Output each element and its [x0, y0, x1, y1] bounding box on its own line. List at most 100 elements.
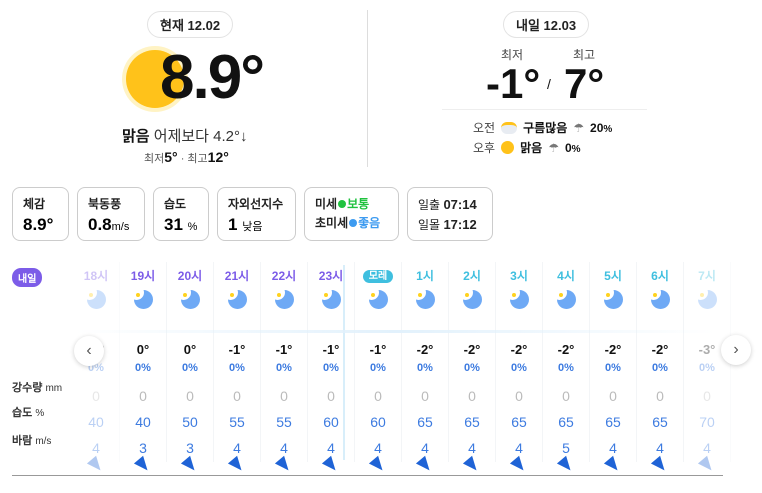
- label: 습도: [164, 197, 187, 211]
- label: 일출: [418, 198, 441, 212]
- hour-label: 19시: [130, 269, 156, 283]
- sun-icon: [126, 50, 184, 108]
- pm-condition: 맑음: [520, 141, 543, 155]
- moon-icon: [504, 285, 529, 309]
- card-dust: 미세 보통 초미세 좋음: [304, 187, 399, 241]
- wind-direction-icon: [462, 455, 482, 475]
- humidity: 65: [511, 414, 527, 430]
- hour-label: 3시: [510, 269, 528, 283]
- hour-label: 23시: [318, 269, 344, 283]
- max-label: 최고: [187, 153, 208, 165]
- am-rain: 20%: [590, 120, 613, 135]
- hour-column: 3시 -2° 0% 0 65 4: [496, 262, 543, 475]
- current-temp: 8.9°: [160, 43, 265, 112]
- pm-label: 오후: [473, 141, 496, 155]
- sunset: 17:12: [443, 217, 477, 232]
- wind-speed: 4: [609, 440, 617, 456]
- min-label: 최저: [144, 153, 165, 165]
- partly-cloudy-icon: [501, 121, 518, 134]
- wind-speed: 4: [92, 440, 100, 456]
- wind-direction-icon: [650, 455, 670, 475]
- label: 자외선지수: [228, 197, 284, 211]
- label: 체감: [23, 197, 46, 211]
- humidity: 40: [135, 414, 151, 430]
- label: 북동풍: [88, 197, 122, 211]
- temp: -1°: [322, 342, 340, 357]
- rain-chance: 0%: [699, 362, 715, 374]
- wind-row-label: 바람 m/s: [12, 435, 52, 447]
- rain-chance: 0%: [135, 362, 151, 374]
- max-temp: 12°: [207, 149, 229, 165]
- wind-direction-icon: [321, 455, 341, 475]
- temp: -2°: [510, 342, 528, 357]
- next-button[interactable]: ›: [721, 335, 751, 365]
- temp: -1°: [275, 342, 293, 357]
- unit: %: [187, 221, 198, 233]
- today-minmax: 최저5° · 최고12°: [144, 149, 229, 165]
- humidity: 60: [370, 414, 386, 430]
- temp: -1°: [369, 342, 387, 357]
- wind-speed: 4: [515, 440, 523, 456]
- humidity: 70: [699, 414, 715, 430]
- moon-icon: [222, 285, 247, 309]
- humidity: 65: [417, 414, 433, 430]
- moon-icon: [645, 285, 670, 309]
- wind-direction-icon: [415, 455, 435, 475]
- moon-icon: [128, 285, 153, 309]
- wind-speed: 4: [233, 440, 241, 456]
- hour-column: 20시 0° 0% 0 50 3: [167, 262, 214, 475]
- wind-speed: 3: [139, 440, 147, 456]
- prev-button[interactable]: ‹: [74, 336, 104, 366]
- wind-direction-icon: [509, 455, 529, 475]
- temp: -2°: [604, 342, 622, 357]
- wind-speed: 4: [468, 440, 476, 456]
- am-condition: 구름많음: [523, 121, 568, 135]
- separator: /: [547, 76, 551, 92]
- chevron-left-icon: ‹: [86, 342, 92, 359]
- rain-amount: 0: [139, 388, 147, 404]
- temp: 0°: [183, 342, 197, 357]
- tomorrow-min: -1°: [486, 60, 541, 107]
- humidity-row-label: 습도 %: [12, 407, 45, 419]
- temp: -2°: [651, 342, 669, 357]
- hour-label: 20시: [177, 269, 203, 283]
- humidity: 65: [652, 414, 668, 430]
- rain-chance: 0%: [276, 362, 292, 374]
- rain-amount: 0: [374, 388, 382, 404]
- divider: [367, 10, 368, 167]
- rain-chance: 0%: [511, 362, 527, 374]
- day-divider: [343, 265, 345, 460]
- compare: 어제보다 4.2°↓: [153, 128, 248, 145]
- hour-label: 6시: [651, 269, 669, 283]
- tomorrow-max-label: 최고: [573, 48, 596, 62]
- rain-chance: 0%: [464, 362, 480, 374]
- rain-amount: 0: [92, 388, 100, 404]
- card-uv: 자외선지수 1 낮음: [217, 187, 296, 241]
- rain-chance: 0%: [370, 362, 386, 374]
- wind-direction-icon: [180, 455, 200, 475]
- sunrise: 07:14: [443, 197, 477, 212]
- hour-label: 18시: [83, 269, 109, 283]
- hour-column: 21시 -1° 0% 0 55 4: [214, 262, 261, 475]
- wind-direction-icon: [227, 455, 247, 475]
- tomorrow-pm: 오후 맑음 ☂ 0%: [473, 139, 581, 156]
- wind-speed: 4: [656, 440, 664, 456]
- today-summary: 맑음 어제보다 4.2°↓: [122, 125, 248, 146]
- sun-icon: [501, 141, 515, 154]
- wind-direction-icon: [368, 455, 388, 475]
- label: 초미세: [315, 216, 349, 230]
- humidity: 55: [229, 414, 245, 430]
- pm10-status: 보통: [347, 197, 370, 211]
- rain-chance: 0%: [229, 362, 245, 374]
- moon-icon: [316, 285, 341, 309]
- moon-icon: [692, 285, 717, 309]
- hour-label: 7시: [698, 269, 716, 283]
- card-humidity: 습도 31 %: [153, 187, 209, 241]
- umbrella-icon: ☂: [573, 120, 585, 135]
- humidity: 40: [88, 414, 104, 430]
- rain-amount: 0: [562, 388, 570, 404]
- hour-column: 2시 -2° 0% 0 65 4: [449, 262, 496, 475]
- rain-amount: 0: [233, 388, 241, 404]
- wind-speed: 4: [703, 440, 711, 456]
- divider: [442, 109, 647, 110]
